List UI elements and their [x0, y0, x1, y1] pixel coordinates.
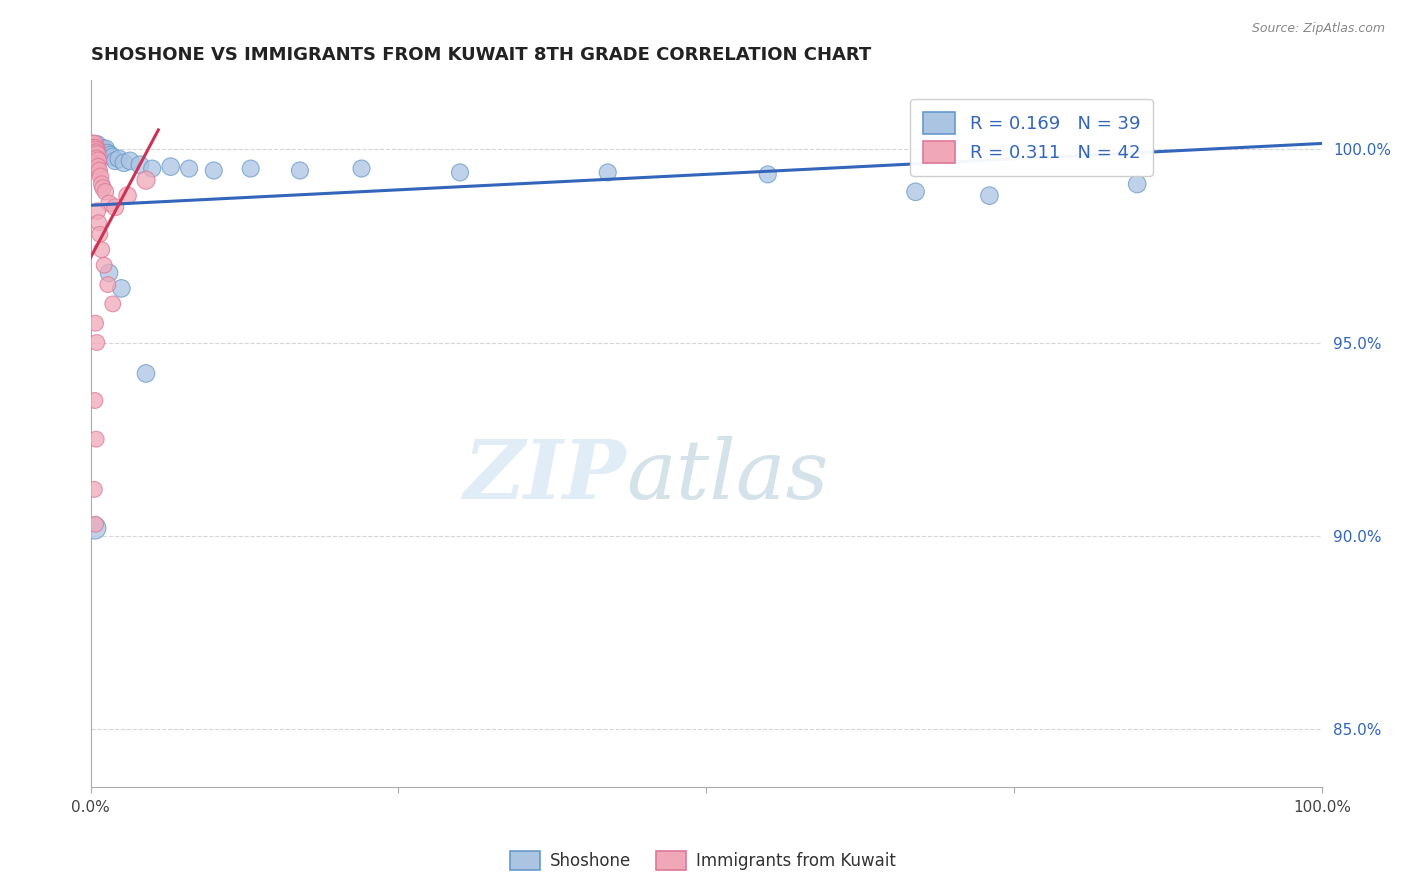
Point	[87, 146, 110, 161]
Point	[97, 146, 120, 161]
Point	[449, 165, 471, 179]
Point	[135, 173, 157, 187]
Point	[87, 160, 110, 174]
Point	[979, 188, 1001, 202]
Point	[90, 146, 112, 161]
Point	[89, 169, 111, 184]
Point	[117, 188, 139, 202]
Point	[86, 152, 108, 166]
Point	[135, 367, 157, 381]
Legend: Shoshone, Immigrants from Kuwait: Shoshone, Immigrants from Kuwait	[503, 844, 903, 877]
Point	[89, 142, 111, 156]
Point	[90, 177, 112, 191]
Point	[756, 167, 779, 181]
Point	[110, 281, 132, 295]
Point	[91, 142, 114, 156]
Point	[179, 161, 201, 176]
Point	[87, 153, 110, 168]
Point	[84, 142, 107, 156]
Point	[84, 432, 107, 446]
Point	[84, 393, 107, 408]
Point	[89, 142, 111, 156]
Point	[86, 148, 108, 162]
Point	[82, 138, 104, 153]
Point	[87, 216, 110, 230]
Point	[83, 483, 105, 497]
Point	[118, 153, 141, 168]
Point	[98, 196, 121, 211]
Point	[84, 152, 107, 166]
Point	[87, 142, 110, 156]
Point	[89, 227, 111, 242]
Point	[101, 297, 124, 311]
Text: Source: ZipAtlas.com: Source: ZipAtlas.com	[1251, 22, 1385, 36]
Point	[93, 146, 115, 161]
Point	[84, 146, 107, 161]
Point	[91, 181, 114, 195]
Point	[288, 163, 311, 178]
Point	[89, 163, 111, 178]
Text: SHOSHONE VS IMMIGRANTS FROM KUWAIT 8TH GRADE CORRELATION CHART: SHOSHONE VS IMMIGRANTS FROM KUWAIT 8TH G…	[90, 46, 870, 64]
Point	[83, 142, 105, 156]
Point	[83, 146, 105, 161]
Point	[202, 163, 225, 178]
Point	[86, 142, 108, 156]
Point	[84, 146, 107, 161]
Point	[84, 521, 107, 535]
Point	[596, 165, 619, 179]
Point	[86, 204, 108, 219]
Point	[84, 316, 107, 330]
Point	[86, 148, 108, 162]
Point	[86, 138, 108, 153]
Point	[104, 200, 127, 214]
Text: ZIP: ZIP	[464, 436, 626, 516]
Point	[239, 161, 262, 176]
Legend: R = 0.169   N = 39, R = 0.311   N = 42: R = 0.169 N = 39, R = 0.311 N = 42	[910, 99, 1153, 176]
Point	[84, 148, 107, 162]
Point	[128, 158, 150, 172]
Point	[90, 243, 112, 257]
Point	[83, 146, 105, 161]
Point	[108, 152, 131, 166]
Point	[86, 335, 108, 350]
Point	[93, 258, 115, 272]
Point	[98, 266, 121, 280]
Point	[104, 153, 127, 168]
Point	[141, 161, 163, 176]
Point	[94, 185, 117, 199]
Point	[904, 185, 927, 199]
Text: atlas: atlas	[626, 436, 828, 516]
Point	[98, 148, 121, 162]
Point	[83, 150, 105, 164]
Point	[84, 142, 107, 156]
Point	[84, 146, 107, 161]
Point	[84, 144, 107, 158]
Point	[159, 160, 181, 174]
Point	[82, 144, 104, 158]
Point	[350, 161, 373, 176]
Point	[83, 142, 105, 156]
Point	[82, 142, 104, 156]
Point	[1126, 177, 1149, 191]
Point	[83, 138, 105, 153]
Point	[112, 155, 135, 169]
Point	[84, 517, 107, 532]
Point	[101, 150, 124, 164]
Point	[94, 142, 117, 156]
Point	[83, 138, 105, 153]
Point	[86, 158, 108, 172]
Point	[97, 277, 120, 292]
